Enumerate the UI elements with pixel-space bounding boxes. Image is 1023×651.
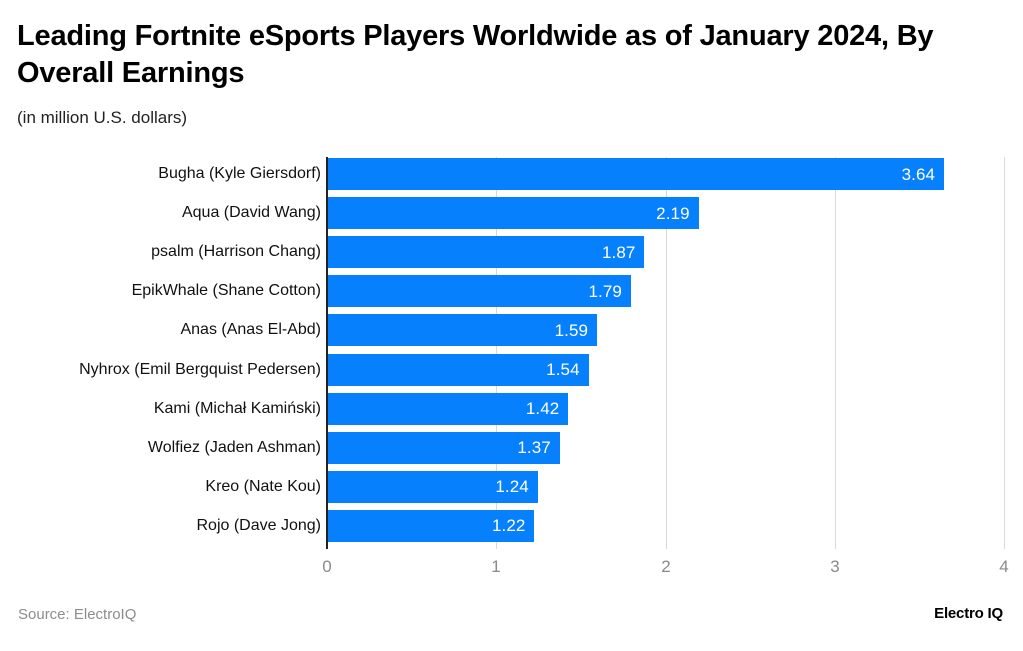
y-axis-label: EpikWhale (Shane Cotton)	[131, 282, 321, 300]
chart-subtitle: (in million U.S. dollars)	[17, 108, 188, 128]
bar-value-label: 1.42	[525, 399, 560, 419]
page-title: Leading Fortnite eSports Players Worldwi…	[17, 20, 934, 89]
y-axis-category-labels: Bugha (Kyle Giersdorf) Aqua (David Wang) p…	[0, 155, 321, 549]
x-axis-tick-label: 4	[999, 557, 1009, 576]
y-axis-label: psalm (Harrison Chang)	[151, 243, 321, 261]
x-axis-tick-label: 2	[661, 557, 671, 576]
x-axis-ticks: 0 1 2 3 4	[0, 549, 1023, 589]
y-axis-spine	[326, 157, 328, 549]
x-axis-tick-label: 1	[491, 557, 501, 576]
gridline	[1004, 157, 1005, 549]
gridline	[835, 157, 836, 549]
gridline	[666, 157, 667, 549]
bar-value-label: 1.24	[495, 477, 529, 497]
bar: 1.24	[328, 470, 538, 503]
bar-value-label: 1.79	[588, 281, 622, 301]
source-note: Source: ElectroIQ	[18, 606, 137, 623]
y-axis-label: Kreo (Nate Kou)	[205, 477, 321, 495]
y-axis-label: Anas (Anas El-Abd)	[180, 321, 321, 339]
bar: 3.64	[328, 158, 945, 190]
bar: 1.87	[328, 236, 645, 269]
y-axis-label: Bugha (Kyle Giersdorf)	[158, 165, 321, 182]
bar-value-label: 1.22	[491, 516, 526, 536]
plot-area: Bugha (Kyle Giersdorf) Aqua (David Wang) p…	[0, 155, 1023, 575]
bar-value-label: 2.19	[656, 203, 690, 223]
bar: 1.54	[328, 353, 589, 386]
bar: 1.42	[328, 392, 569, 425]
bar: 1.59	[328, 314, 598, 347]
gridline	[496, 157, 497, 549]
brand-logo: Electro IQ	[934, 605, 1003, 622]
y-axis-label: Wolfiez (Jaden Ashman)	[147, 438, 321, 456]
bar-value-label: 1.59	[554, 320, 589, 340]
bar: 1.79	[328, 275, 631, 308]
bar-value-label: 3.64	[901, 164, 936, 184]
bar: 2.19	[328, 197, 699, 230]
x-axis-tick-label: 3	[830, 557, 840, 576]
y-axis-label: Nyhrox (Emil Bergquist Pedersen)	[79, 360, 321, 378]
bar-value-label: 1.87	[601, 242, 636, 262]
bar-value-label: 1.37	[517, 438, 551, 458]
bar-value-label: 1.54	[546, 360, 580, 379]
chart-footer: Source: ElectroIQ Electro IQ	[0, 589, 1023, 651]
x-axis-tick-label: 0	[322, 557, 332, 576]
y-axis-label: Aqua (David Wang)	[181, 204, 321, 222]
bar-series: 3.64 2.19 1.87 1.79 1.59 1.54 1.42 1.37 1.24 1.22	[328, 155, 1018, 549]
y-axis-label: Kami (Michał Kamiński)	[153, 399, 321, 417]
y-axis-label: Rojo (Dave Jong)	[196, 516, 322, 534]
bar: 1.22	[328, 509, 535, 542]
chart-header: Leading Fortnite eSports Players Worldwi…	[17, 18, 992, 128]
bar: 1.37	[328, 431, 560, 464]
